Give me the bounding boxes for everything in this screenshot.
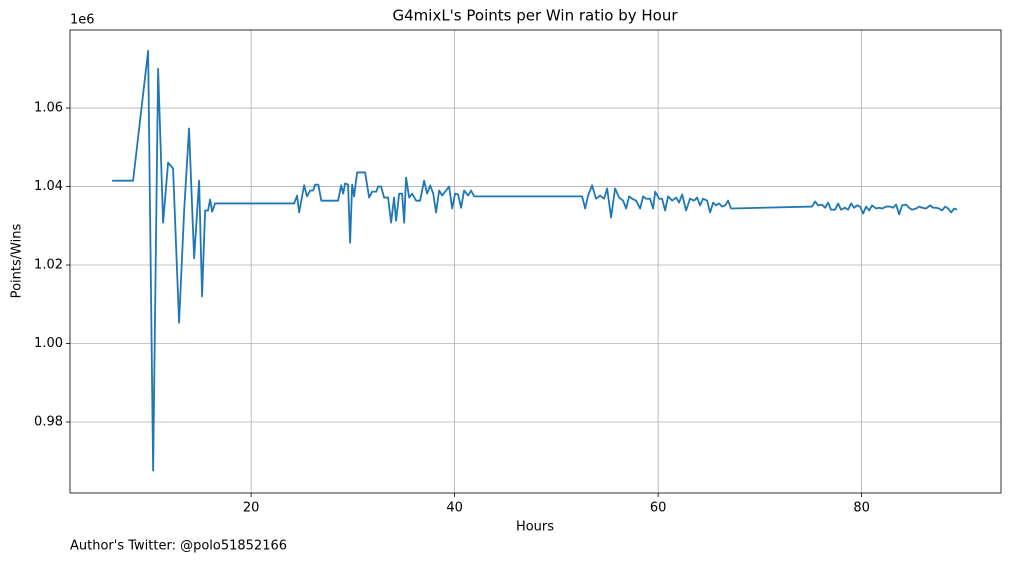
- x-tick-label: 40: [446, 501, 463, 516]
- y-axis-label: Points/Wins: [10, 223, 25, 298]
- x-tick-label: 80: [853, 501, 870, 516]
- plot-frame: [69, 29, 1002, 494]
- y-tick-label: 0.98: [34, 414, 63, 429]
- y-tick-label: 1.04: [34, 179, 63, 194]
- y-tick-label: 1.06: [34, 101, 63, 116]
- x-tick-label: 20: [243, 501, 260, 516]
- y-tick-label: 1.02: [34, 258, 63, 273]
- data-line: [112, 49, 958, 472]
- y-tick-label: 1.00: [34, 336, 63, 351]
- x-tick-label: 60: [650, 501, 667, 516]
- chart-title: G4mixL's Points per Win ratio by Hour: [393, 7, 679, 25]
- x-axis-label: Hours: [516, 520, 554, 535]
- y-offset-label: 1e6: [70, 13, 95, 28]
- footer: Author's Twitter: @polo51852166: [70, 539, 287, 554]
